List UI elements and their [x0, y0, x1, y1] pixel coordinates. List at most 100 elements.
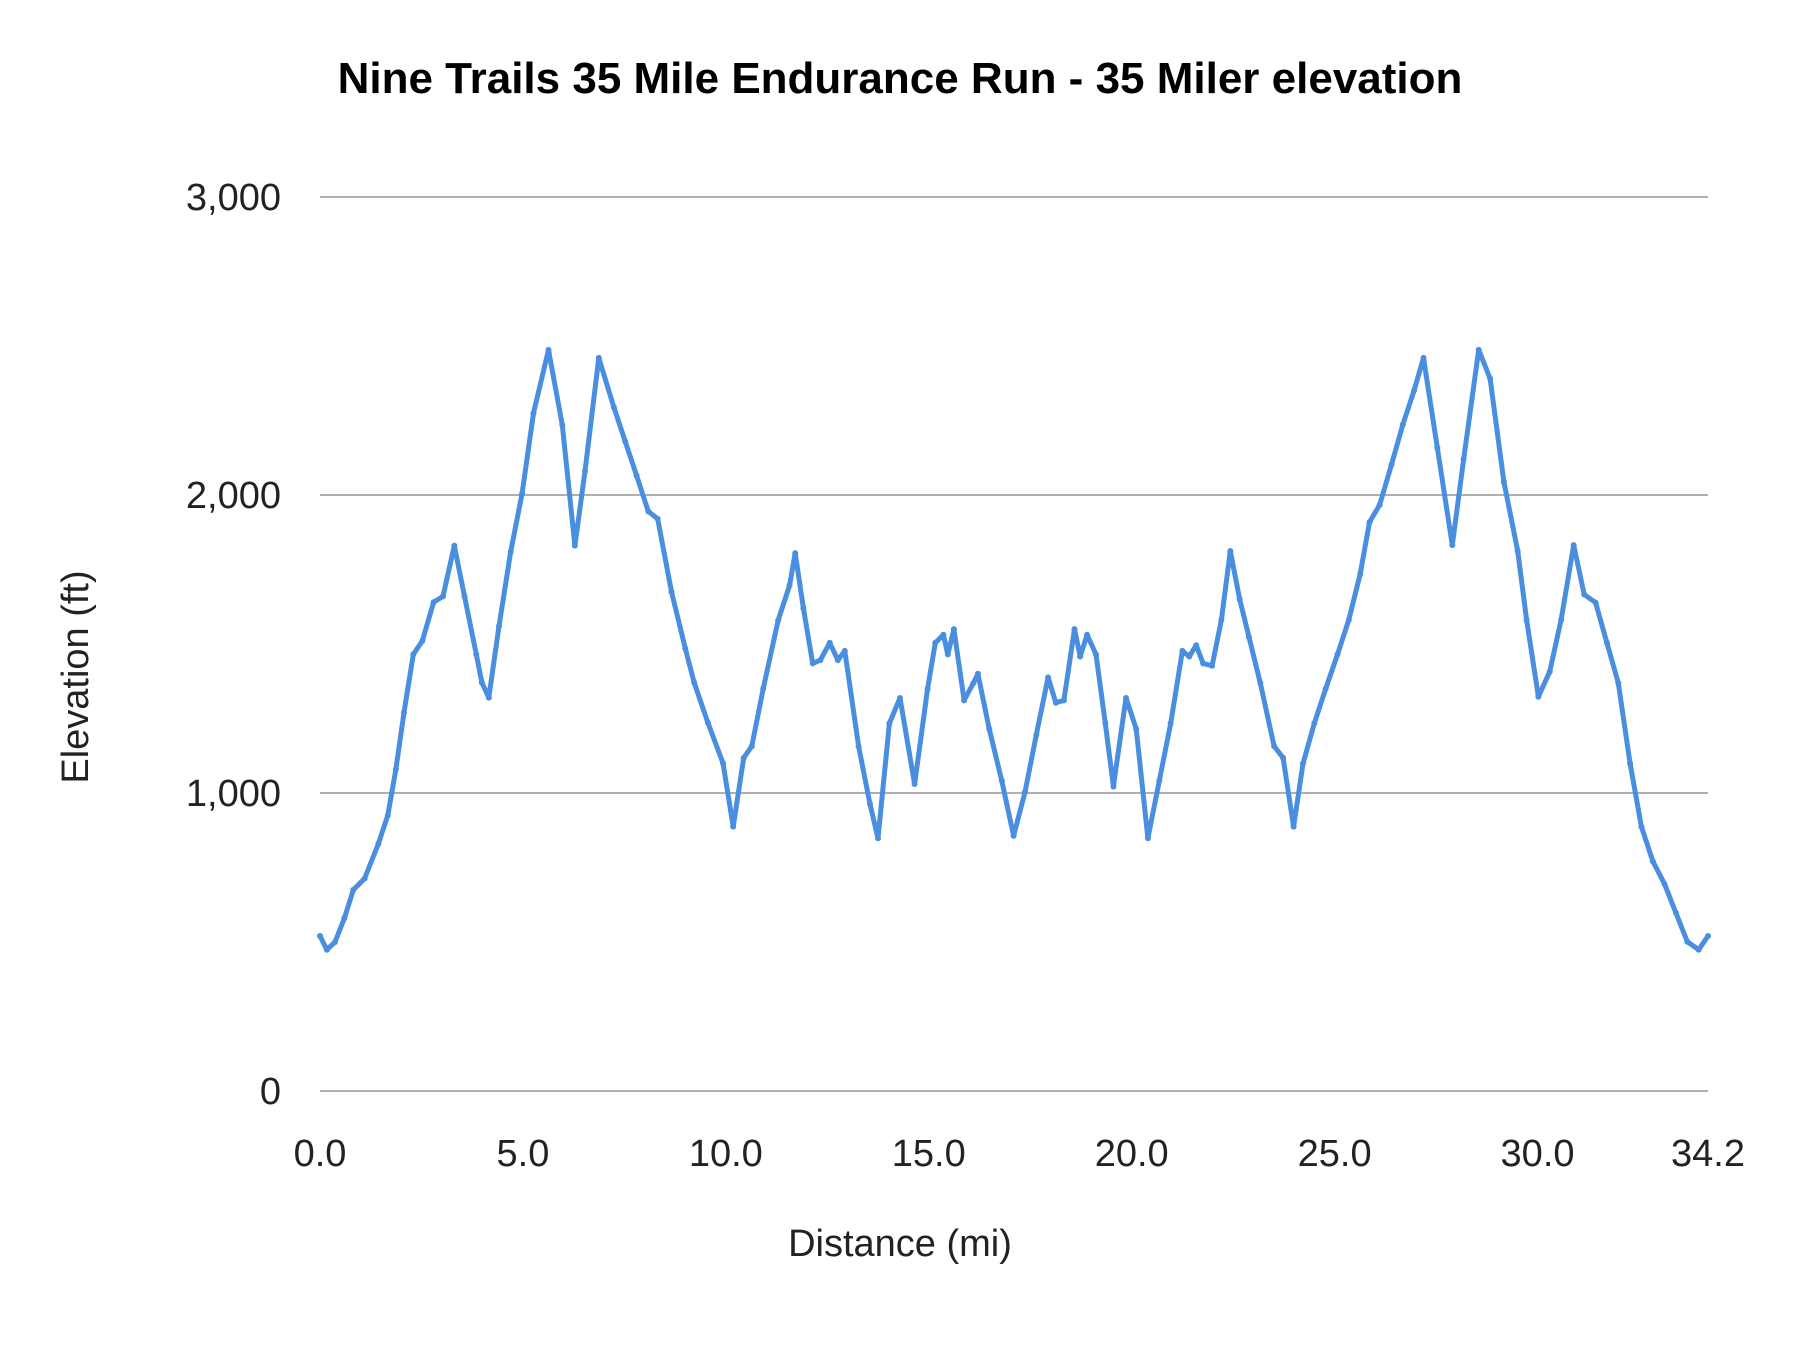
data-point [1558, 616, 1565, 623]
data-point [1638, 823, 1645, 830]
data-point [740, 754, 747, 761]
data-point [1684, 938, 1691, 945]
data-point [1010, 832, 1017, 839]
data-point [495, 623, 502, 630]
data-point [704, 719, 711, 726]
data-point [1280, 754, 1287, 761]
y-tick-labels: 0 1,000 2,000 3,000 [186, 177, 281, 1113]
elevation-line [317, 347, 1711, 953]
data-point [1376, 501, 1383, 508]
x-axis-title: Distance (mi) [788, 1223, 1012, 1265]
data-point [792, 550, 799, 557]
data-point [530, 410, 537, 417]
data-point [571, 542, 578, 549]
data-point [1334, 651, 1341, 658]
data-point [786, 582, 793, 589]
data-point [1144, 835, 1151, 842]
data-point [1460, 455, 1467, 462]
data-point [1345, 616, 1352, 623]
data-point [1045, 674, 1052, 681]
data-point [809, 660, 816, 667]
data-point [1434, 444, 1441, 451]
data-point [545, 346, 552, 353]
data-point [1052, 699, 1059, 706]
data-point [875, 835, 882, 842]
data-point [1695, 946, 1702, 953]
data-point [940, 631, 947, 638]
data-point [1546, 668, 1553, 675]
data-point [682, 645, 689, 652]
data-point [559, 421, 566, 428]
data-point [1399, 421, 1406, 428]
y-tick-label: 2,000 [186, 475, 281, 517]
data-point [1193, 642, 1200, 649]
data-point [1071, 626, 1078, 633]
y-tick-label: 3,000 [186, 177, 281, 219]
x-tick-label: 0.0 [294, 1133, 347, 1175]
data-point [1420, 354, 1427, 361]
data-point [760, 685, 767, 692]
data-point [1257, 680, 1264, 687]
data-point [826, 639, 833, 646]
data-point [800, 605, 807, 612]
data-point [1649, 858, 1656, 865]
data-point [986, 725, 993, 732]
data-point [1388, 461, 1395, 468]
data-point [834, 657, 841, 664]
data-point [341, 915, 348, 922]
data-point [1615, 680, 1622, 687]
data-point [582, 468, 589, 475]
data-point [1218, 616, 1225, 623]
x-tick-label: 5.0 [497, 1133, 550, 1175]
data-point [944, 651, 951, 658]
chart-title: Nine Trails 35 Mile Endurance Run - 35 M… [338, 54, 1463, 103]
data-point [478, 679, 485, 686]
x-tick-label: 25.0 [1298, 1133, 1372, 1175]
data-point [1290, 823, 1297, 830]
data-point [430, 599, 437, 606]
data-point [485, 694, 492, 701]
data-point [1186, 653, 1193, 660]
data-point [974, 670, 981, 677]
x-tick-label: 15.0 [892, 1133, 966, 1175]
data-point [1167, 720, 1174, 727]
data-point [1475, 346, 1482, 353]
data-point [1449, 542, 1456, 549]
gridlines [320, 196, 1708, 1092]
data-point [1514, 548, 1521, 555]
data-point [1487, 375, 1494, 382]
y-axis-title: Elevation (ft) [55, 570, 97, 783]
data-point [896, 694, 903, 701]
data-point [1084, 631, 1091, 638]
data-point [911, 781, 918, 788]
data-point [392, 766, 399, 773]
x-tick-label: 30.0 [1501, 1133, 1575, 1175]
data-point [1299, 760, 1306, 767]
data-point [419, 638, 426, 645]
data-point [775, 617, 782, 624]
data-point [1500, 478, 1507, 485]
data-point [1411, 387, 1418, 394]
data-point [1110, 783, 1117, 790]
data-point [1366, 519, 1373, 526]
y-tick-label: 1,000 [186, 773, 281, 815]
data-point [866, 800, 873, 807]
data-point [932, 639, 939, 646]
data-point [720, 760, 727, 767]
data-point [961, 697, 968, 704]
data-point [633, 472, 640, 479]
data-point [748, 743, 755, 750]
x-tick-labels: 0.0 5.0 10.0 15.0 20.0 25.0 30.0 34.2 [294, 1133, 1745, 1175]
data-point [1357, 570, 1364, 577]
data-point [1581, 591, 1588, 598]
data-point [645, 508, 652, 515]
data-point [1661, 881, 1668, 888]
data-point [924, 685, 931, 692]
data-point [950, 626, 957, 633]
data-point [451, 542, 458, 549]
data-point [1570, 542, 1577, 549]
data-point [1227, 548, 1234, 555]
data-point [970, 680, 977, 687]
data-point [1133, 725, 1140, 732]
